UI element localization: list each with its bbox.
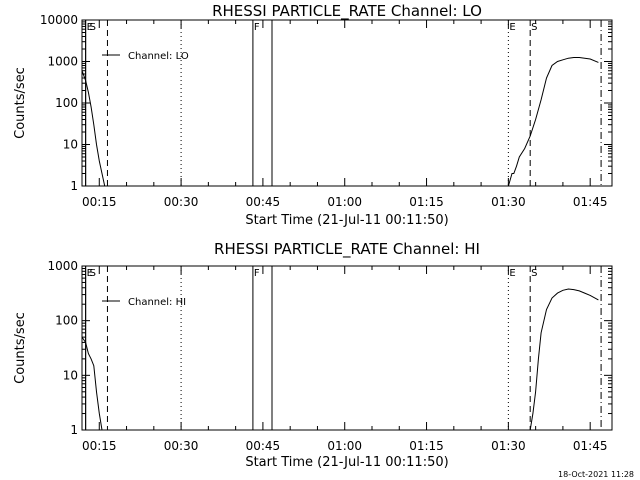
y-axis-label: Counts/sec bbox=[13, 67, 28, 139]
event-marker-label: S bbox=[90, 22, 96, 33]
event-marker-label: F bbox=[254, 22, 260, 33]
y-axis-label: Counts/sec bbox=[13, 312, 28, 384]
x-tick-label: 00:45 bbox=[246, 439, 281, 453]
x-axis-label: Start Time (21-Jul-11 00:11:50) bbox=[245, 213, 448, 228]
x-tick-label: 01:30 bbox=[491, 439, 526, 453]
event-marker-label: S bbox=[531, 268, 537, 279]
y-tick-label: 10000 bbox=[40, 13, 78, 27]
y-tick-label: 1000 bbox=[47, 259, 78, 273]
chart-title: RHESSI PARTICLE_RATE Channel: HI bbox=[214, 240, 480, 259]
x-tick-label: 00:45 bbox=[246, 195, 281, 209]
series-line bbox=[529, 288, 599, 430]
y-tick-label: 100 bbox=[55, 314, 78, 328]
y-tick-label: 10 bbox=[63, 138, 78, 152]
x-tick-label: 00:30 bbox=[164, 439, 199, 453]
event-marker-label: F bbox=[254, 268, 260, 279]
event-marker-label: E bbox=[87, 22, 93, 33]
panel-channel-hi: RHESSI PARTICLE_RATE Channel: HI 1 10 100 10… bbox=[13, 240, 613, 470]
x-tick-label: 01:45 bbox=[573, 439, 608, 453]
x-tick-label: 01:45 bbox=[573, 195, 608, 209]
x-tick-label: 01:15 bbox=[409, 195, 444, 209]
series-line bbox=[507, 57, 599, 186]
series-line bbox=[82, 70, 106, 186]
panel-channel-lo: RHESSI PARTICLE_RATE Channel: LO 1 10 100 10… bbox=[13, 2, 613, 228]
legend-label: Channel: HI bbox=[128, 297, 186, 308]
event-marker-label: E bbox=[509, 22, 515, 33]
y-tick-label: 1 bbox=[70, 423, 78, 437]
x-axis-label: Start Time (21-Jul-11 00:11:50) bbox=[245, 455, 448, 470]
footer-timestamp: 18-Oct-2021 11:28 bbox=[558, 470, 634, 479]
y-tick-label: 10 bbox=[63, 368, 78, 382]
y-tick-label: 1 bbox=[70, 179, 78, 193]
x-tick-label: 01:30 bbox=[491, 195, 526, 209]
chart-title: RHESSI PARTICLE_RATE Channel: LO bbox=[212, 2, 482, 21]
event-marker-label: S bbox=[90, 268, 96, 279]
event-marker-label: S bbox=[531, 22, 537, 33]
y-tick-label: 1000 bbox=[47, 55, 78, 69]
x-tick-label: 00:30 bbox=[164, 195, 199, 209]
x-tick-label: 01:00 bbox=[327, 195, 362, 209]
plot-frame bbox=[81, 265, 613, 431]
x-tick-label: 01:15 bbox=[409, 439, 444, 453]
x-tick-label: 00:15 bbox=[82, 195, 117, 209]
event-marker-label: E bbox=[87, 268, 93, 279]
x-tick-label: 01:00 bbox=[327, 439, 362, 453]
series-line bbox=[82, 336, 105, 430]
plot-frame bbox=[81, 19, 613, 187]
event-marker-label: E bbox=[509, 268, 515, 279]
legend-label: Channel: LO bbox=[128, 51, 189, 62]
x-tick-label: 00:15 bbox=[82, 439, 117, 453]
y-tick-label: 100 bbox=[55, 96, 78, 110]
